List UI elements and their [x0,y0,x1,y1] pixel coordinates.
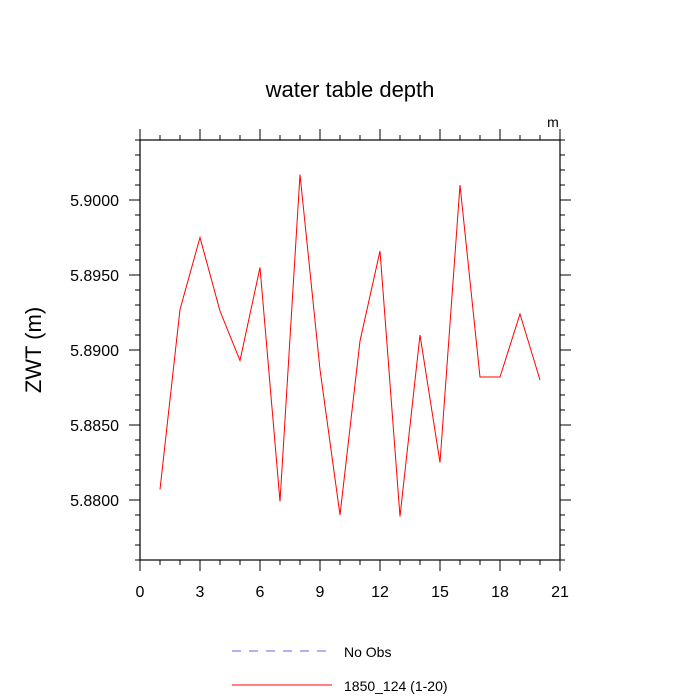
plot-frame [139,139,561,561]
x-tick-label: 9 [316,584,325,601]
y-tick-label: 5.8850 [70,418,119,435]
chart-title: water table depth [265,77,435,102]
y-tick-label: 5.8900 [70,343,119,360]
x-tick-label: 3 [196,584,205,601]
x-tick-label: 21 [551,584,569,601]
axis-ticks [129,129,571,571]
x-tick-label: 18 [491,584,509,601]
legend-label-1850-124: 1850_124 (1-20) [344,678,448,694]
y-tick-label: 5.8950 [70,268,119,285]
units-label: m [547,114,559,130]
series-lines [159,174,541,517]
x-tick-label: 0 [136,584,145,601]
y-tick-label: 5.9000 [70,193,119,210]
x-tick-label: 12 [371,584,389,601]
y-tick-label: 5.8800 [70,493,119,510]
x-tick-label: 6 [256,584,265,601]
legend-label-no-obs: No Obs [344,644,391,660]
series-line [159,174,541,517]
y-axis-label: ZWT (m) [21,307,46,393]
x-tick-label: 15 [431,584,449,601]
tick-labels: 0 3 6 9 12 15 18 21 5.8800 5.8850 5.8900 5.8950 5.90… [70,193,569,601]
legend: No Obs 1850_124 (1-20) [232,644,448,694]
